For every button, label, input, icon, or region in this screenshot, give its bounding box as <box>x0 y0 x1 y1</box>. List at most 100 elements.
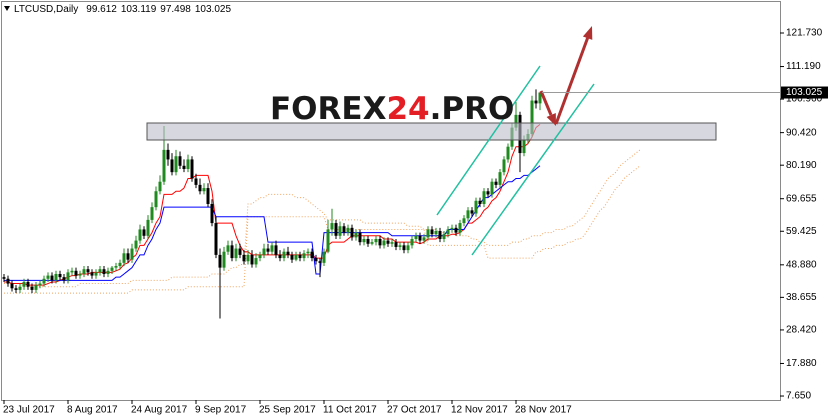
y-tick-label: 100.960 <box>786 94 823 105</box>
candle-body <box>522 140 526 154</box>
channel-line <box>471 83 595 256</box>
candle-body <box>146 219 150 236</box>
candle-body <box>166 149 170 160</box>
candle-body <box>58 273 62 278</box>
watermark-part: .PRO <box>430 91 515 127</box>
candle-body <box>118 262 122 267</box>
candle-body <box>530 100 534 134</box>
candle-body <box>234 248 238 259</box>
candle-body <box>150 207 154 220</box>
candle-body <box>286 251 290 255</box>
candle-body <box>198 184 202 192</box>
candle-body <box>82 269 86 274</box>
candle-body <box>318 261 322 263</box>
candle-body <box>122 253 126 263</box>
candle-body <box>326 229 330 252</box>
candle-body <box>186 159 190 169</box>
candle-body <box>138 229 142 241</box>
candle-body <box>90 272 94 276</box>
y-tick-label: 90.420 <box>786 127 817 138</box>
candle-body <box>398 245 402 247</box>
candle-body <box>218 254 222 268</box>
x-tick-label: 23 Jul 2017 <box>3 405 55 416</box>
candle-body <box>14 288 18 290</box>
candle-body <box>378 238 382 246</box>
candle-body <box>26 281 30 287</box>
candle-body <box>230 245 234 259</box>
resistance-zone <box>146 122 717 141</box>
candle-body <box>54 273 58 281</box>
candle-body <box>366 238 370 244</box>
candle-body <box>374 238 378 243</box>
candle-body <box>262 248 266 255</box>
arrow-head <box>582 26 593 40</box>
candle-body <box>254 258 258 265</box>
candle-body <box>386 240 390 244</box>
x-tick-label: 27 Oct 2017 <box>387 405 442 416</box>
watermark: FOREX24.PRO <box>270 91 514 127</box>
candle-body <box>114 266 118 268</box>
candle-body <box>2 277 6 279</box>
channel-line <box>436 65 541 216</box>
plot-area <box>1 1 781 401</box>
candle-body <box>50 275 54 281</box>
candle-body <box>310 251 314 259</box>
candle-body <box>306 251 310 254</box>
candle-body <box>410 238 414 246</box>
candle-body <box>266 248 270 252</box>
candle-body <box>426 229 430 238</box>
candle-body <box>334 223 338 236</box>
y-tick-label: 121.730 <box>786 28 823 39</box>
candle-body <box>98 269 102 273</box>
candle-body <box>238 248 242 255</box>
candle-body <box>478 200 482 204</box>
candle-body <box>458 223 462 233</box>
candle-body <box>430 229 434 235</box>
candle-body <box>258 254 262 259</box>
arrow <box>554 37 590 125</box>
candle-body <box>274 245 278 255</box>
candle-body <box>70 270 74 273</box>
candle-body <box>178 156 182 166</box>
y-tick-label: 111.190 <box>786 61 821 72</box>
indicator-line <box>4 165 541 281</box>
watermark-part: FOREX <box>270 91 387 127</box>
candle-body <box>270 245 274 252</box>
candle-body <box>482 191 486 204</box>
candle-body <box>370 242 374 244</box>
header-high: 103.119 <box>121 4 157 15</box>
candle-body <box>422 237 426 241</box>
candle-body <box>402 245 406 251</box>
candle-body <box>242 254 246 262</box>
candle-body <box>486 191 490 195</box>
candle-body <box>490 181 494 195</box>
candle-body <box>94 272 98 276</box>
candle-body <box>434 231 438 235</box>
candle-body <box>202 188 206 192</box>
candle-body <box>330 223 334 230</box>
y-tick-label: 48.880 <box>786 259 817 270</box>
candle-body <box>322 251 326 263</box>
candle-body <box>450 227 454 230</box>
candle-body <box>462 218 466 224</box>
candle-body <box>278 254 282 259</box>
candle-body <box>174 156 178 173</box>
candle-body <box>394 242 398 247</box>
candle-body <box>18 286 22 290</box>
x-tick-label: 12 Nov 2017 <box>451 405 508 416</box>
current-price-label: 103.025 <box>786 87 823 98</box>
candle-body <box>514 114 518 128</box>
y-tick-label: 69.655 <box>786 193 817 204</box>
candle-body <box>42 278 46 284</box>
candle-body <box>210 203 214 224</box>
indicator-line <box>4 149 641 288</box>
candle-body <box>142 229 146 236</box>
candle-body <box>338 226 342 236</box>
plot <box>2 89 641 319</box>
candle-body <box>6 278 10 284</box>
candle-body <box>222 251 226 268</box>
candle-body <box>470 210 474 214</box>
indicator-line <box>4 165 641 294</box>
candle-body <box>442 234 446 239</box>
